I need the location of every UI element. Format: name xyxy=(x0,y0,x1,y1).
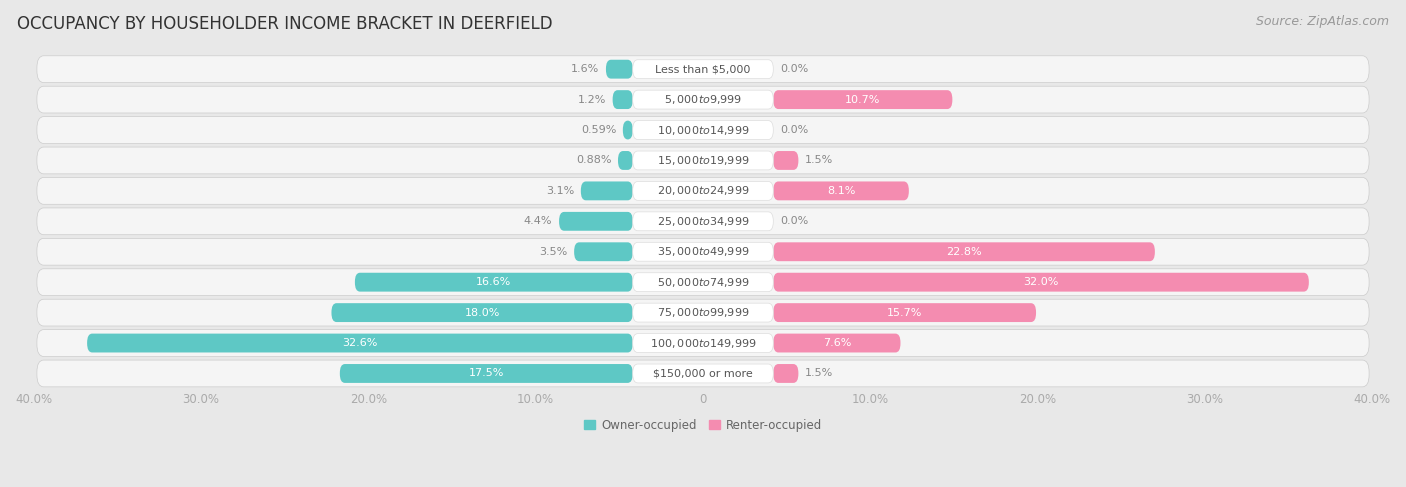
FancyBboxPatch shape xyxy=(773,273,1309,292)
FancyBboxPatch shape xyxy=(623,121,633,139)
FancyBboxPatch shape xyxy=(37,360,1369,387)
Text: 22.8%: 22.8% xyxy=(946,247,981,257)
Text: 10.7%: 10.7% xyxy=(845,94,880,105)
FancyBboxPatch shape xyxy=(773,182,908,200)
Text: $75,000 to $99,999: $75,000 to $99,999 xyxy=(657,306,749,319)
Text: Source: ZipAtlas.com: Source: ZipAtlas.com xyxy=(1256,15,1389,28)
Text: $50,000 to $74,999: $50,000 to $74,999 xyxy=(657,276,749,289)
FancyBboxPatch shape xyxy=(581,182,633,200)
Text: $5,000 to $9,999: $5,000 to $9,999 xyxy=(664,93,742,106)
Text: 15.7%: 15.7% xyxy=(887,308,922,318)
Text: OCCUPANCY BY HOUSEHOLDER INCOME BRACKET IN DEERFIELD: OCCUPANCY BY HOUSEHOLDER INCOME BRACKET … xyxy=(17,15,553,33)
FancyBboxPatch shape xyxy=(37,147,1369,174)
Text: 0.88%: 0.88% xyxy=(576,155,612,166)
FancyBboxPatch shape xyxy=(37,117,1369,144)
Text: 0.59%: 0.59% xyxy=(581,125,616,135)
Text: 0.0%: 0.0% xyxy=(780,216,808,226)
Text: $100,000 to $149,999: $100,000 to $149,999 xyxy=(650,337,756,350)
FancyBboxPatch shape xyxy=(37,299,1369,326)
FancyBboxPatch shape xyxy=(37,86,1369,113)
FancyBboxPatch shape xyxy=(613,90,633,109)
FancyBboxPatch shape xyxy=(37,269,1369,296)
FancyBboxPatch shape xyxy=(633,121,773,139)
Text: 0.0%: 0.0% xyxy=(780,125,808,135)
FancyBboxPatch shape xyxy=(606,60,633,78)
Text: 17.5%: 17.5% xyxy=(468,369,503,378)
FancyBboxPatch shape xyxy=(633,334,773,353)
Text: 1.6%: 1.6% xyxy=(571,64,599,74)
FancyBboxPatch shape xyxy=(633,182,773,200)
Text: 32.0%: 32.0% xyxy=(1024,277,1059,287)
Text: 1.5%: 1.5% xyxy=(806,369,834,378)
Text: 7.6%: 7.6% xyxy=(823,338,851,348)
Legend: Owner-occupied, Renter-occupied: Owner-occupied, Renter-occupied xyxy=(579,414,827,436)
FancyBboxPatch shape xyxy=(633,60,773,78)
Text: 8.1%: 8.1% xyxy=(827,186,855,196)
FancyBboxPatch shape xyxy=(37,208,1369,235)
Text: 0.0%: 0.0% xyxy=(780,64,808,74)
Text: 3.1%: 3.1% xyxy=(546,186,574,196)
Text: $35,000 to $49,999: $35,000 to $49,999 xyxy=(657,245,749,258)
Text: 32.6%: 32.6% xyxy=(342,338,378,348)
FancyBboxPatch shape xyxy=(633,364,773,383)
Text: $10,000 to $14,999: $10,000 to $14,999 xyxy=(657,124,749,136)
Text: 1.2%: 1.2% xyxy=(578,94,606,105)
FancyBboxPatch shape xyxy=(37,330,1369,356)
FancyBboxPatch shape xyxy=(633,90,773,109)
Text: 16.6%: 16.6% xyxy=(477,277,512,287)
FancyBboxPatch shape xyxy=(619,151,633,170)
Text: 1.5%: 1.5% xyxy=(806,155,834,166)
Text: 3.5%: 3.5% xyxy=(538,247,568,257)
FancyBboxPatch shape xyxy=(773,243,1154,261)
FancyBboxPatch shape xyxy=(773,364,799,383)
FancyBboxPatch shape xyxy=(773,303,1036,322)
FancyBboxPatch shape xyxy=(633,212,773,231)
FancyBboxPatch shape xyxy=(87,334,633,353)
FancyBboxPatch shape xyxy=(633,303,773,322)
FancyBboxPatch shape xyxy=(37,56,1369,83)
Text: $25,000 to $34,999: $25,000 to $34,999 xyxy=(657,215,749,228)
FancyBboxPatch shape xyxy=(773,151,799,170)
FancyBboxPatch shape xyxy=(37,238,1369,265)
FancyBboxPatch shape xyxy=(633,243,773,261)
FancyBboxPatch shape xyxy=(340,364,633,383)
FancyBboxPatch shape xyxy=(332,303,633,322)
FancyBboxPatch shape xyxy=(773,90,952,109)
FancyBboxPatch shape xyxy=(773,334,900,353)
Text: $15,000 to $19,999: $15,000 to $19,999 xyxy=(657,154,749,167)
FancyBboxPatch shape xyxy=(560,212,633,231)
Text: $150,000 or more: $150,000 or more xyxy=(654,369,752,378)
FancyBboxPatch shape xyxy=(574,243,633,261)
Text: Less than $5,000: Less than $5,000 xyxy=(655,64,751,74)
Text: 4.4%: 4.4% xyxy=(524,216,553,226)
Text: 18.0%: 18.0% xyxy=(464,308,499,318)
FancyBboxPatch shape xyxy=(633,273,773,292)
FancyBboxPatch shape xyxy=(37,177,1369,204)
FancyBboxPatch shape xyxy=(633,151,773,170)
Text: $20,000 to $24,999: $20,000 to $24,999 xyxy=(657,185,749,197)
FancyBboxPatch shape xyxy=(354,273,633,292)
